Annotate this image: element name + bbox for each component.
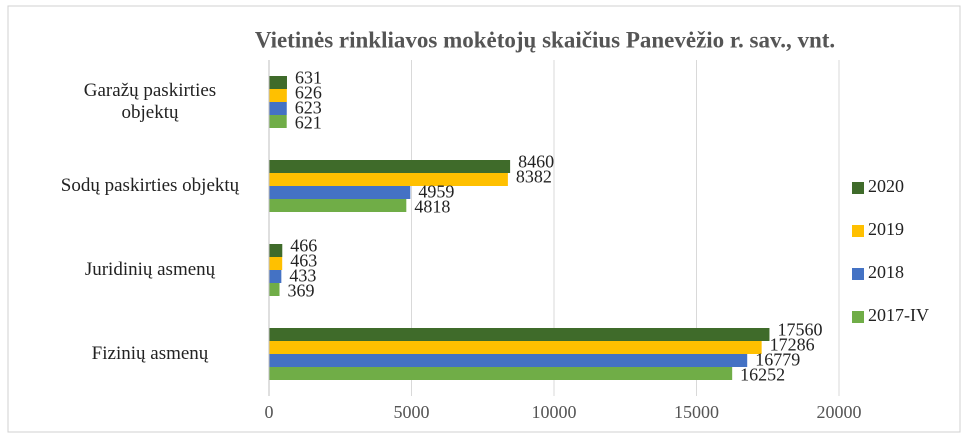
data-label: 369 — [288, 281, 315, 301]
data-label: 631 — [295, 68, 322, 88]
data-label: 16252 — [740, 365, 785, 385]
data-label: 17560 — [777, 320, 822, 340]
bar — [269, 270, 282, 283]
chart-border — [7, 5, 961, 433]
x-tick-label: 10000 — [532, 402, 577, 422]
legend-swatch — [852, 225, 864, 237]
bar — [269, 186, 411, 199]
data-label: 433 — [289, 266, 316, 286]
chart-title: Vietinės rinkliavos mokėtojų skaičius Pa… — [255, 27, 835, 52]
bar — [269, 354, 748, 367]
data-label: 466 — [290, 236, 317, 256]
data-label: 17286 — [770, 335, 815, 355]
bar — [269, 341, 762, 354]
y-tick-label: Garažų paskirties objektų — [83, 80, 217, 123]
bar — [269, 160, 511, 173]
legend-swatch — [852, 268, 864, 280]
y-tick-label: Juridinių asmenų — [84, 259, 216, 280]
legend-label: 2018 — [868, 262, 904, 282]
bar — [269, 367, 733, 380]
data-label: 621 — [295, 113, 322, 133]
y-tick-label: Sodų paskirties objektų — [60, 175, 240, 196]
x-tick-label: 5000 — [394, 402, 430, 422]
legend-label: 2017-IV — [868, 305, 929, 325]
bar — [269, 173, 508, 186]
bar — [269, 199, 407, 212]
x-tick-label: 15000 — [674, 402, 719, 422]
data-label: 4959 — [418, 182, 454, 202]
y-tick-label: Fizinių asmenų — [91, 343, 209, 364]
x-tick-label: 20000 — [817, 402, 862, 422]
legend-label: 2019 — [868, 219, 904, 239]
bar — [269, 283, 280, 296]
bar — [269, 328, 770, 341]
data-label: 4818 — [414, 197, 450, 217]
data-label: 8460 — [518, 152, 554, 172]
bar — [269, 89, 287, 102]
data-label: 623 — [295, 98, 322, 118]
bar — [269, 102, 287, 115]
bar — [269, 115, 287, 128]
bar — [269, 244, 283, 257]
legend-swatch — [852, 182, 864, 194]
data-label: 626 — [295, 83, 322, 103]
bar — [269, 76, 287, 89]
data-label: 16779 — [755, 350, 800, 370]
data-label: 463 — [290, 251, 317, 271]
legend-swatch — [852, 311, 864, 323]
legend-label: 2020 — [868, 176, 904, 196]
bar — [269, 257, 283, 270]
x-tick-label: 0 — [265, 402, 274, 422]
data-label: 8382 — [516, 167, 552, 187]
